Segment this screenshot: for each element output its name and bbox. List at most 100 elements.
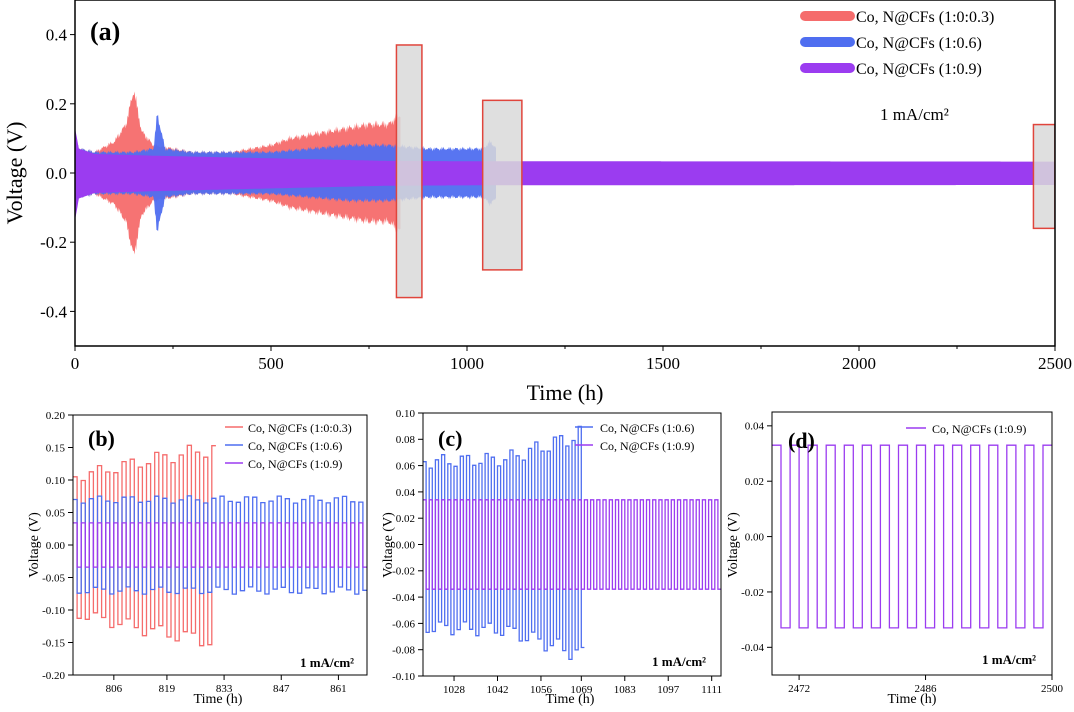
panel-b-current-density: 1 mA/cm² — [300, 655, 354, 670]
panel-d-xlabel: Time (h) — [888, 692, 937, 707]
x-tick-label: 806 — [106, 683, 123, 695]
x-tick-label: 1097 — [657, 684, 680, 696]
x-tick-label: 1083 — [614, 684, 637, 696]
y-tick-label: -0.08 — [392, 645, 415, 657]
panel-b-label: (b) — [88, 426, 115, 451]
panel-b-ylabel: Voltage (V) — [27, 512, 42, 578]
x-tick-label: 1069 — [570, 684, 593, 696]
y-tick-label: -0.06 — [392, 618, 415, 630]
panel-c-xlabel: Time (h) — [546, 692, 595, 707]
y-tick-label: -0.2 — [40, 233, 67, 252]
x-tick-label: 2472 — [788, 683, 810, 695]
panel-d-frame — [771, 411, 1053, 676]
y-tick-label: 0.15 — [46, 442, 66, 454]
y-tick-label: 0.05 — [46, 507, 66, 519]
x-tick-label: 833 — [216, 683, 233, 695]
panel-a-zoom-box-2 — [481, 99, 523, 271]
legend-label-b-3: Co, N@CFs (1:0.9) — [248, 457, 342, 471]
panel-c-current-density: 1 mA/cm² — [652, 654, 706, 669]
y-tick-label: -0.4 — [40, 302, 67, 321]
panel-d-current-density: 1 mA/cm² — [982, 652, 1036, 667]
y-tick-label: -0.10 — [42, 605, 65, 617]
panel-b-xlabel: Time (h) — [194, 692, 243, 707]
x-tick-label: 2486 — [915, 683, 938, 695]
y-tick-label: -0.15 — [42, 637, 65, 649]
x-tick-label: 1056 — [530, 684, 553, 696]
panel-a-xlabel: Time (h) — [527, 380, 604, 405]
y-tick-label: 0.10 — [396, 408, 416, 420]
panel-c: 1028 1042 1056 1069 1083 1097 1111 -0.10 -0.08 -0… — [381, 408, 722, 707]
legend-label-d-1: Co, N@CFs (1:0.9) — [932, 422, 1026, 436]
legend-label-b-2: Co, N@CFs (1:0.6) — [248, 439, 342, 453]
panel-a-zoom-box-3 — [1032, 123, 1055, 230]
y-tick-label: 0.00 — [745, 531, 765, 543]
y-tick-label: -0.05 — [42, 572, 65, 584]
y-tick-label: 0.00 — [46, 540, 66, 552]
x-tick-label: 500 — [258, 354, 284, 373]
panel-d-ticks: 2472 2486 2500 -0.04 -0.02 0.00 0.02 0.04 — [741, 421, 1063, 695]
panel-c-plot-area — [423, 425, 721, 661]
x-tick-label: 0 — [71, 354, 80, 373]
panel-d-label: (d) — [788, 428, 815, 453]
x-tick-label: 1042 — [487, 684, 509, 696]
x-tick-label: 1000 — [450, 354, 484, 373]
panel-a-plot-area — [75, 44, 1055, 299]
legend-label-c-2: Co, N@CFs (1:0.9) — [600, 439, 694, 453]
y-tick-label: 0.4 — [46, 26, 68, 45]
panel-a-legend: Co, N@CFs (1:0:0.3) Co, N@CFs (1:0.6) Co… — [800, 9, 994, 78]
y-tick-label: 0.04 — [396, 487, 416, 499]
x-tick-label: 819 — [159, 683, 176, 695]
y-tick-label: 0.04 — [745, 421, 765, 433]
panel-a-ylabel: Voltage (V) — [2, 122, 27, 225]
legend-label-b-1: Co, N@CFs (1:0:0.3) — [248, 421, 352, 435]
panel-c-ylabel: Voltage (V) — [381, 512, 396, 578]
y-tick-label: 0.02 — [396, 513, 415, 525]
panel-c-label: (c) — [438, 426, 462, 451]
x-tick-label: 2000 — [842, 354, 876, 373]
panel-a-current-density: 1 mA/cm² — [880, 105, 949, 124]
y-tick-label: -0.10 — [392, 671, 415, 683]
panel-a-ticks: 0 500 1000 1500 2000 2500 -0.4 -0.2 0.0 0.2 0.4 — [40, 26, 1072, 373]
y-tick-label: 0.0 — [46, 164, 67, 183]
panel-d-ylabel: Voltage (V) — [726, 512, 741, 578]
y-tick-label: 0.20 — [46, 410, 66, 422]
panel-b-legend: Co, N@CFs (1:0:0.3) Co, N@CFs (1:0.6) Co… — [225, 421, 352, 471]
panel-c-legend: Co, N@CFs (1:0.6) Co, N@CFs (1:0.9) — [575, 421, 694, 453]
y-tick-label: 0.06 — [396, 460, 416, 472]
panel-a-label: (a) — [90, 17, 120, 46]
legend-label-a-1: Co, N@CFs (1:0:0.3) — [856, 9, 994, 26]
panel-b-ticks: 806 819 833 847 861 -0.20 -0.15 -0.10 -0.05 0.00 0… — [42, 410, 347, 695]
b-series-1 — [73, 444, 216, 647]
panel-a: 0 500 1000 1500 2000 2500 -0.4 -0.2 0.0 0.2 0.4 (a… — [2, 0, 1072, 405]
y-tick-label: -0.20 — [42, 670, 65, 682]
panel-d-legend: Co, N@CFs (1:0.9) — [906, 422, 1026, 436]
y-tick-label: -0.04 — [392, 592, 415, 604]
x-tick-label: 1111 — [701, 684, 722, 696]
legend-label-a-3: Co, N@CFs (1:0.9) — [856, 61, 982, 78]
panel-a-zoom-box-1 — [395, 44, 423, 299]
legend-label-a-2: Co, N@CFs (1:0.6) — [856, 35, 982, 52]
y-tick-label: 0.08 — [396, 434, 416, 446]
x-tick-label: 2500 — [1038, 354, 1072, 373]
panel-a-series-3 — [75, 128, 1055, 221]
c-series-2 — [423, 499, 721, 590]
panel-d-plot-area — [772, 444, 1052, 629]
panel-b-plot-area — [73, 444, 367, 647]
x-tick-label: 861 — [330, 683, 347, 695]
y-tick-label: -0.02 — [741, 587, 764, 599]
b-series-3 — [73, 522, 367, 568]
y-tick-label: -0.02 — [392, 566, 415, 578]
d-series-1 — [772, 444, 1052, 629]
panel-d: 2472 2486 2500 -0.04 -0.02 0.00 0.02 0.04 (d) T… — [726, 411, 1064, 707]
y-tick-label: -0.04 — [741, 642, 764, 654]
y-tick-label: 0.02 — [745, 476, 764, 488]
panel-c-ticks: 1028 1042 1056 1069 1083 1097 1111 -0.10 -0.08 -0… — [392, 408, 722, 696]
x-tick-label: 1028 — [443, 684, 466, 696]
y-tick-label: 0.10 — [46, 475, 66, 487]
y-tick-label: 0.2 — [46, 95, 67, 114]
y-tick-label: 0.00 — [396, 539, 416, 551]
x-tick-label: 847 — [273, 683, 290, 695]
x-tick-label: 2500 — [1041, 683, 1064, 695]
legend-label-c-1: Co, N@CFs (1:0.6) — [600, 421, 694, 435]
